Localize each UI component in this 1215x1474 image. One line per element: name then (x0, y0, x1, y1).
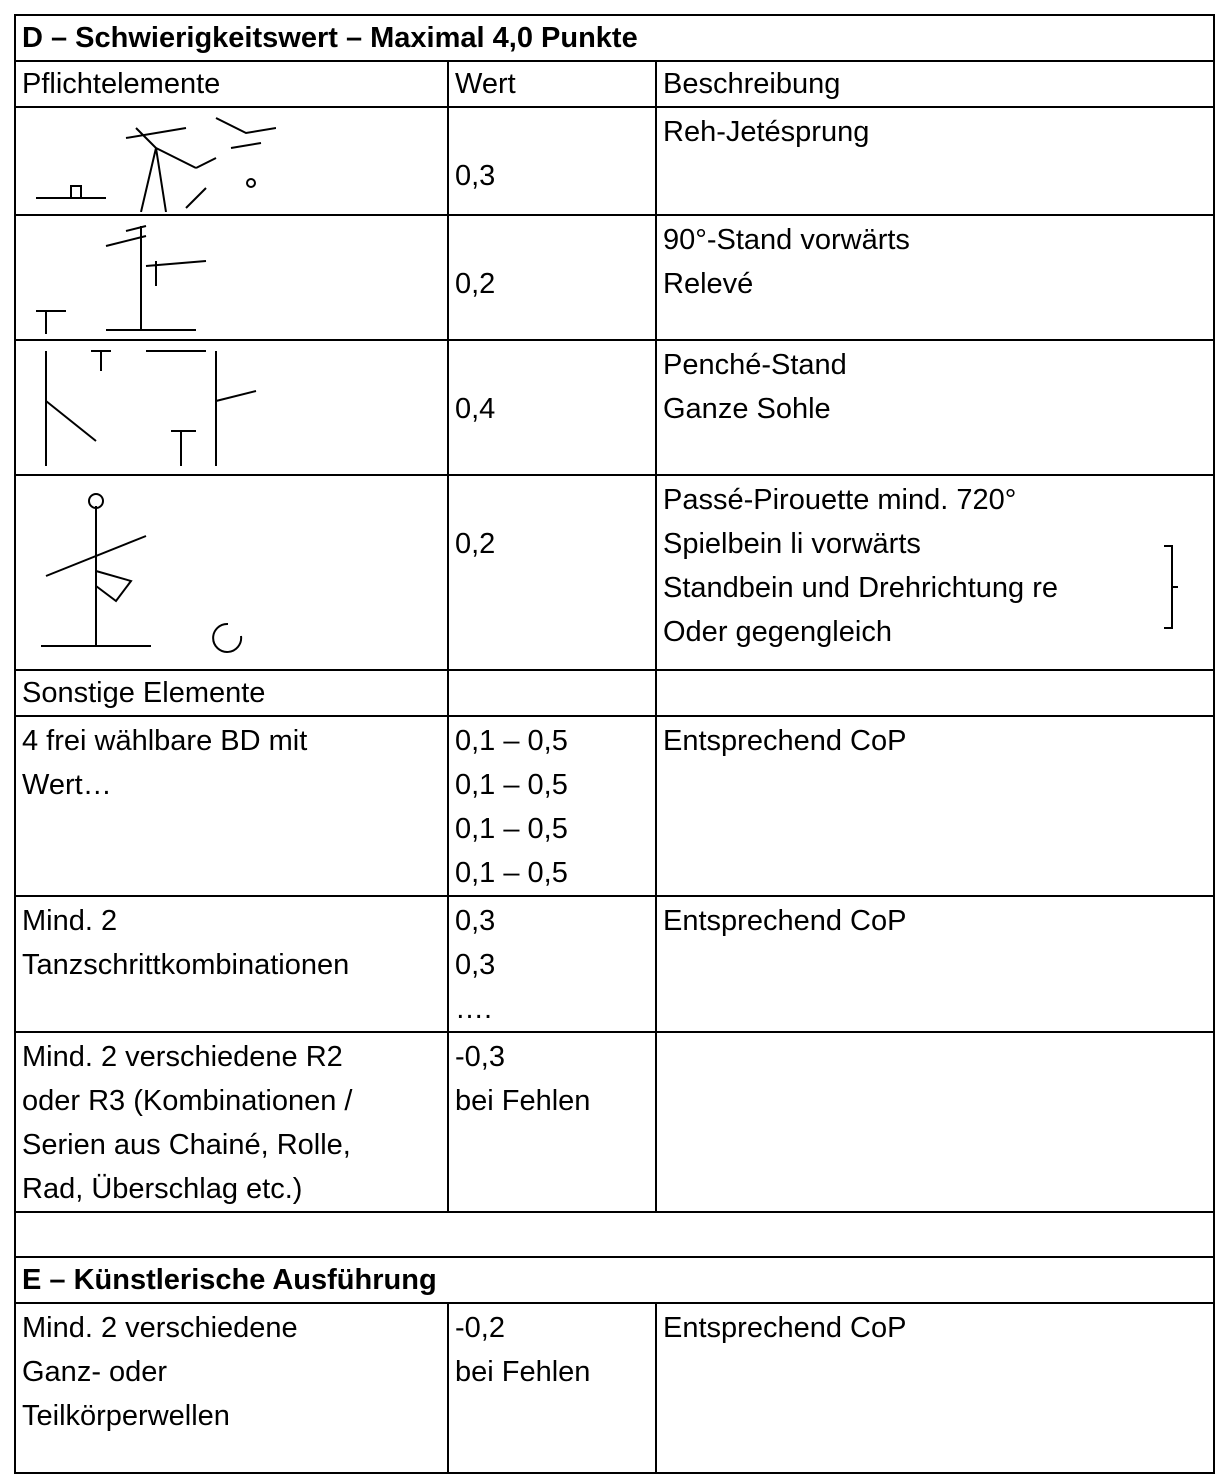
section-title: D – Schwierigkeitswert – Maximal 4,0 Pun… (15, 15, 1214, 61)
cell-line: -0,3 (455, 1035, 649, 1079)
cell (15, 215, 448, 340)
cell-line: Rad, Überschlag etc.) (22, 1167, 441, 1211)
cell-line: Entsprechend CoP (663, 1306, 1207, 1350)
cell-line: Ganz- oder (22, 1350, 441, 1394)
cell-line: 4 frei wählbare BD mit (22, 719, 441, 763)
figure-icon (16, 341, 276, 471)
cell-line: 0,3 (455, 899, 649, 943)
row: 0,3 Reh-Jetésprung (15, 107, 1214, 215)
cell-line: Mind. 2 verschiedene (22, 1306, 441, 1350)
cell-line: Penché-Stand (663, 343, 1207, 387)
row: Sonstige Elemente (15, 670, 1214, 716)
cell-line: 0,1 – 0,5 (455, 763, 649, 807)
cell (15, 475, 448, 670)
cell-line: Tanzschrittkombinationen (22, 943, 441, 987)
cell (15, 340, 448, 475)
cell-line: Oder gegengleich (663, 610, 1207, 654)
row: D – Schwierigkeitswert – Maximal 4,0 Pun… (15, 15, 1214, 61)
cell-line: Relevé (663, 262, 1207, 306)
cell-line: bei Fehlen (455, 1079, 649, 1123)
cell: 0,2 (448, 475, 656, 670)
cell: 0,4 (448, 340, 656, 475)
cell-line: Passé-Pirouette mind. 720° (663, 478, 1207, 522)
table: D – Schwierigkeitswert – Maximal 4,0 Pun… (14, 14, 1215, 1474)
cell-line: bei Fehlen (455, 1350, 649, 1394)
cell: Entsprechend CoP (656, 716, 1214, 896)
cell: Sonstige Elemente (15, 670, 448, 716)
cell-line: Mind. 2 (22, 899, 441, 943)
cell-line: Reh-Jetésprung (663, 110, 1207, 154)
cell: Entsprechend CoP (656, 896, 1214, 1032)
row: Pflichtelemente Wert Beschreibung (15, 61, 1214, 107)
bracket (1162, 544, 1182, 630)
figure-icon (16, 108, 276, 212)
cell: 0,2 (448, 215, 656, 340)
cell-line: Mind. 2 verschiedene R2 (22, 1035, 441, 1079)
cell-line: 90°-Stand vorwärts (663, 218, 1207, 262)
cell-line: Teilkörperwellen (22, 1394, 441, 1438)
cell-line: Spielbein li vorwärts (663, 522, 1207, 566)
cell-line: Entsprechend CoP (663, 719, 1207, 763)
page: D – Schwierigkeitswert – Maximal 4,0 Pun… (0, 0, 1215, 1443)
cell (656, 670, 1214, 716)
cell (15, 107, 448, 215)
row: 0,2 Passé-Pirouette mind. 720°Spielbein … (15, 475, 1214, 670)
cell-line: -0,2 (455, 1306, 649, 1350)
figure-icon (16, 216, 216, 336)
cell (448, 670, 656, 716)
cell-line: 0,1 – 0,5 (455, 719, 649, 763)
cell-line: Ganze Sohle (663, 387, 1207, 431)
cell-line: …. (455, 987, 649, 1031)
row: E – Künstlerische Ausführung (15, 1257, 1214, 1303)
cell (656, 1032, 1214, 1212)
cell: Reh-Jetésprung (656, 107, 1214, 215)
header-cell: Pflichtelemente (15, 61, 448, 107)
section-title: E – Künstlerische Ausführung (15, 1257, 1214, 1303)
cell-line: Standbein und Drehrichtung re (663, 566, 1207, 610)
cell-line: Entsprechend CoP (663, 899, 1207, 943)
cell-line: 0,1 – 0,5 (455, 807, 649, 851)
cell-line: Wert… (22, 763, 441, 807)
cell-line: 0,3 (455, 943, 649, 987)
cell: 0,3 (448, 107, 656, 215)
header-cell: Beschreibung (656, 61, 1214, 107)
header-cell: Wert (448, 61, 656, 107)
cell: Entsprechend CoP (656, 1303, 1214, 1473)
figure-icon (16, 476, 276, 666)
cell: Passé-Pirouette mind. 720°Spielbein li v… (656, 475, 1214, 670)
cell-line: Serien aus Chainé, Rolle, (22, 1123, 441, 1167)
cell-line: 0,1 – 0,5 (455, 851, 649, 895)
cell-line: oder R3 (Kombinationen / (22, 1079, 441, 1123)
cell (15, 1212, 1214, 1257)
row (15, 1212, 1214, 1257)
